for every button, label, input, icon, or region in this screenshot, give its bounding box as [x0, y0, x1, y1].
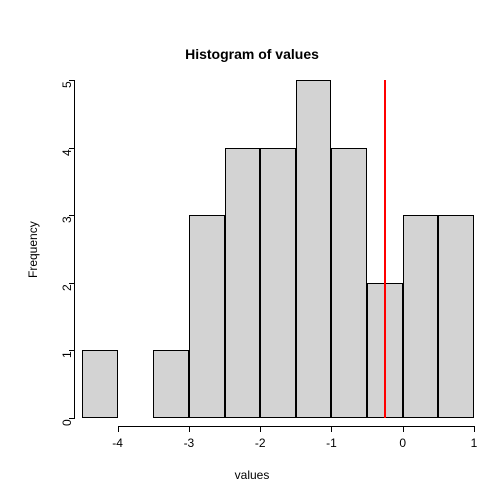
- y-tick-label: 2: [60, 284, 74, 291]
- chart-title: Histogram of values: [0, 46, 504, 62]
- x-tick: [189, 426, 190, 432]
- x-tick: [118, 426, 119, 432]
- histogram-bar: [438, 215, 474, 418]
- y-tick-label: 1: [60, 352, 74, 359]
- x-tick: [331, 426, 332, 432]
- y-tick-label: 0: [60, 419, 74, 426]
- x-tick: [403, 426, 404, 432]
- x-tick-label: -1: [311, 436, 351, 450]
- histogram-bar: [189, 215, 225, 418]
- histogram-bar: [260, 148, 296, 418]
- y-axis-line: [74, 80, 75, 418]
- y-axis-label: Frequency: [26, 221, 40, 278]
- histogram-bar: [82, 350, 118, 418]
- x-tick-label: 1: [454, 436, 494, 450]
- y-tick-label: 4: [60, 149, 74, 156]
- histogram-bar: [225, 148, 261, 418]
- histogram-bar: [296, 80, 332, 418]
- x-tick-label: -2: [240, 436, 280, 450]
- x-tick: [474, 426, 475, 432]
- histogram-bar: [331, 148, 367, 418]
- x-axis-label: values: [0, 468, 504, 482]
- histogram-bar: [153, 350, 189, 418]
- histogram-bar: [403, 215, 439, 418]
- y-tick-label: 3: [60, 217, 74, 224]
- x-tick-label: -4: [98, 436, 138, 450]
- x-tick: [260, 426, 261, 432]
- reference-line: [384, 80, 386, 418]
- x-tick-label: -3: [169, 436, 209, 450]
- x-axis-line: [118, 426, 474, 427]
- x-tick-label: 0: [383, 436, 423, 450]
- y-tick-label: 5: [60, 81, 74, 88]
